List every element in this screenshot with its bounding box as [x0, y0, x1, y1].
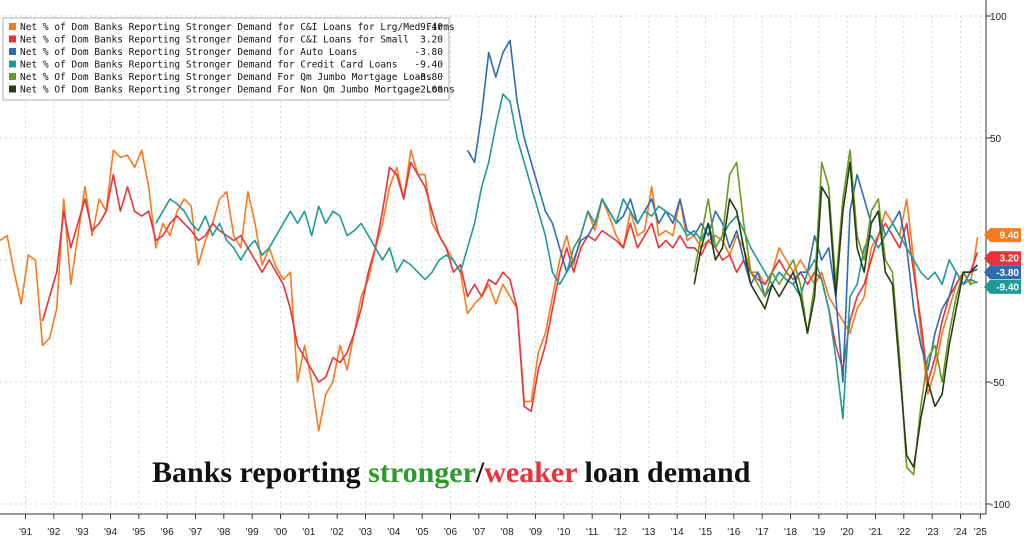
legend-entry-name: Net % of Dom Banks Reporting Stronger De… [20, 22, 455, 33]
legend-swatch [9, 60, 16, 68]
caption-part-5: loan demand [577, 456, 751, 489]
x-tick-label: '00 [274, 527, 287, 538]
x-tick-label: '07 [472, 527, 485, 538]
series-line-5 [693, 149, 978, 476]
legend-entry-value: 3.20 [420, 35, 443, 46]
x-tick-label: '23 [926, 527, 939, 538]
legend-entry-value: -9.40 [414, 60, 443, 71]
last-value-tag [984, 251, 1021, 266]
legend-entry-name: Net % Of Dom Banks Reporting Stronger De… [20, 85, 455, 96]
x-axis-ticks: '91 '92 '93 '94 '95 '96 '97 '98 '99 '00 '01 '02 '03 '… [19, 514, 987, 538]
y-tick-label: -100 [990, 500, 1010, 511]
x-tick-label: '92 [47, 527, 60, 538]
x-tick-label: '17 [756, 527, 769, 538]
legend-entry-name: Net % of Dom Banks Reporting Stronger De… [20, 47, 357, 58]
legend-swatch [9, 23, 16, 30]
legend-box [2, 17, 450, 101]
x-tick-label: '15 [699, 527, 712, 538]
x-tick-label: '16 [727, 527, 740, 538]
x-tick-label: '19 [812, 527, 825, 538]
x-tick-label: '18 [784, 527, 797, 538]
x-tick-label: '91 [19, 527, 32, 538]
x-tick-label: '22 [897, 527, 910, 538]
last-value-tag [984, 279, 1021, 294]
grid-lines [0, 15, 986, 514]
last-value-tag [984, 228, 1021, 243]
legend-swatch [9, 85, 16, 93]
x-tick-label: '96 [161, 527, 174, 538]
x-tick-label: '24 [954, 527, 967, 538]
legend-entry-name: Net % of Dom Banks Reporting Stronger De… [20, 35, 409, 46]
x-tick-label: '05 [416, 527, 429, 538]
x-tick-label: '08 [501, 527, 514, 538]
caption-weaker: weaker [484, 456, 577, 489]
last-value-label: -9.40 [996, 282, 1019, 293]
caption-stronger: stronger [368, 456, 476, 489]
x-tick-label: '95 [132, 527, 145, 538]
last-value-label: 9.40 [1000, 231, 1020, 242]
series-line-6 [693, 161, 979, 469]
x-tick-label: '11 [586, 527, 599, 538]
x-tick-label: '98 [217, 527, 230, 538]
x-tick-label: '03 [359, 527, 372, 538]
legend-entry-value: 9.40 [420, 22, 443, 33]
x-tick-label: '20 [841, 527, 854, 538]
x-tick-label: '93 [76, 527, 89, 538]
x-tick-label: '01 [302, 527, 315, 538]
x-tick-label: '13 [642, 527, 655, 538]
series-line-4 [155, 93, 978, 420]
last-value-labels: 9.40 3.20 -3.80 -9.40 [984, 228, 1021, 294]
x-tick-label: '99 [246, 527, 259, 538]
legend-entry-value: -2.00 [414, 85, 443, 96]
x-tick-label: '09 [529, 527, 542, 538]
legend-swatch [9, 35, 16, 43]
last-value-label: -3.80 [996, 268, 1019, 279]
x-tick-label: '97 [189, 527, 202, 538]
last-value-tag [984, 265, 1021, 280]
legend-entry-name: Net % Of Dom Banks Reporting Stronger De… [20, 72, 432, 83]
x-tick-label: '25 [974, 527, 987, 538]
caption-slash: / [475, 456, 485, 489]
legend-entry-value: -3.80 [414, 47, 443, 58]
x-tick-label: '10 [557, 527, 570, 538]
x-tick-label: '21 [869, 527, 882, 538]
caption-part-1: Banks reporting [152, 456, 368, 489]
y-tick-label: -50 [990, 378, 1005, 389]
legend-entry-name: Net % of Dom Banks Reporting Stronger De… [20, 60, 398, 71]
x-tick-label: '06 [444, 527, 457, 538]
legend-swatch [9, 48, 16, 55]
chart-caption: Banks reporting stronger/weaker loan dem… [152, 456, 751, 489]
x-tick-label: '94 [104, 527, 117, 538]
legend-swatch [9, 73, 16, 80]
legend: Net % of Dom Banks Reporting Stronger De… [2, 17, 455, 101]
y-tick-label: 100 [990, 12, 1007, 23]
y-tick-label: 50 [990, 134, 1002, 145]
x-tick-label: '04 [387, 527, 400, 538]
series-lines [0, 39, 979, 476]
x-tick-label: '14 [671, 527, 684, 538]
legend-entry-value: -8.80 [414, 72, 443, 83]
x-tick-label: '02 [331, 527, 344, 538]
last-value-label: 3.20 [1000, 254, 1020, 265]
x-tick-label: '12 [614, 527, 627, 538]
